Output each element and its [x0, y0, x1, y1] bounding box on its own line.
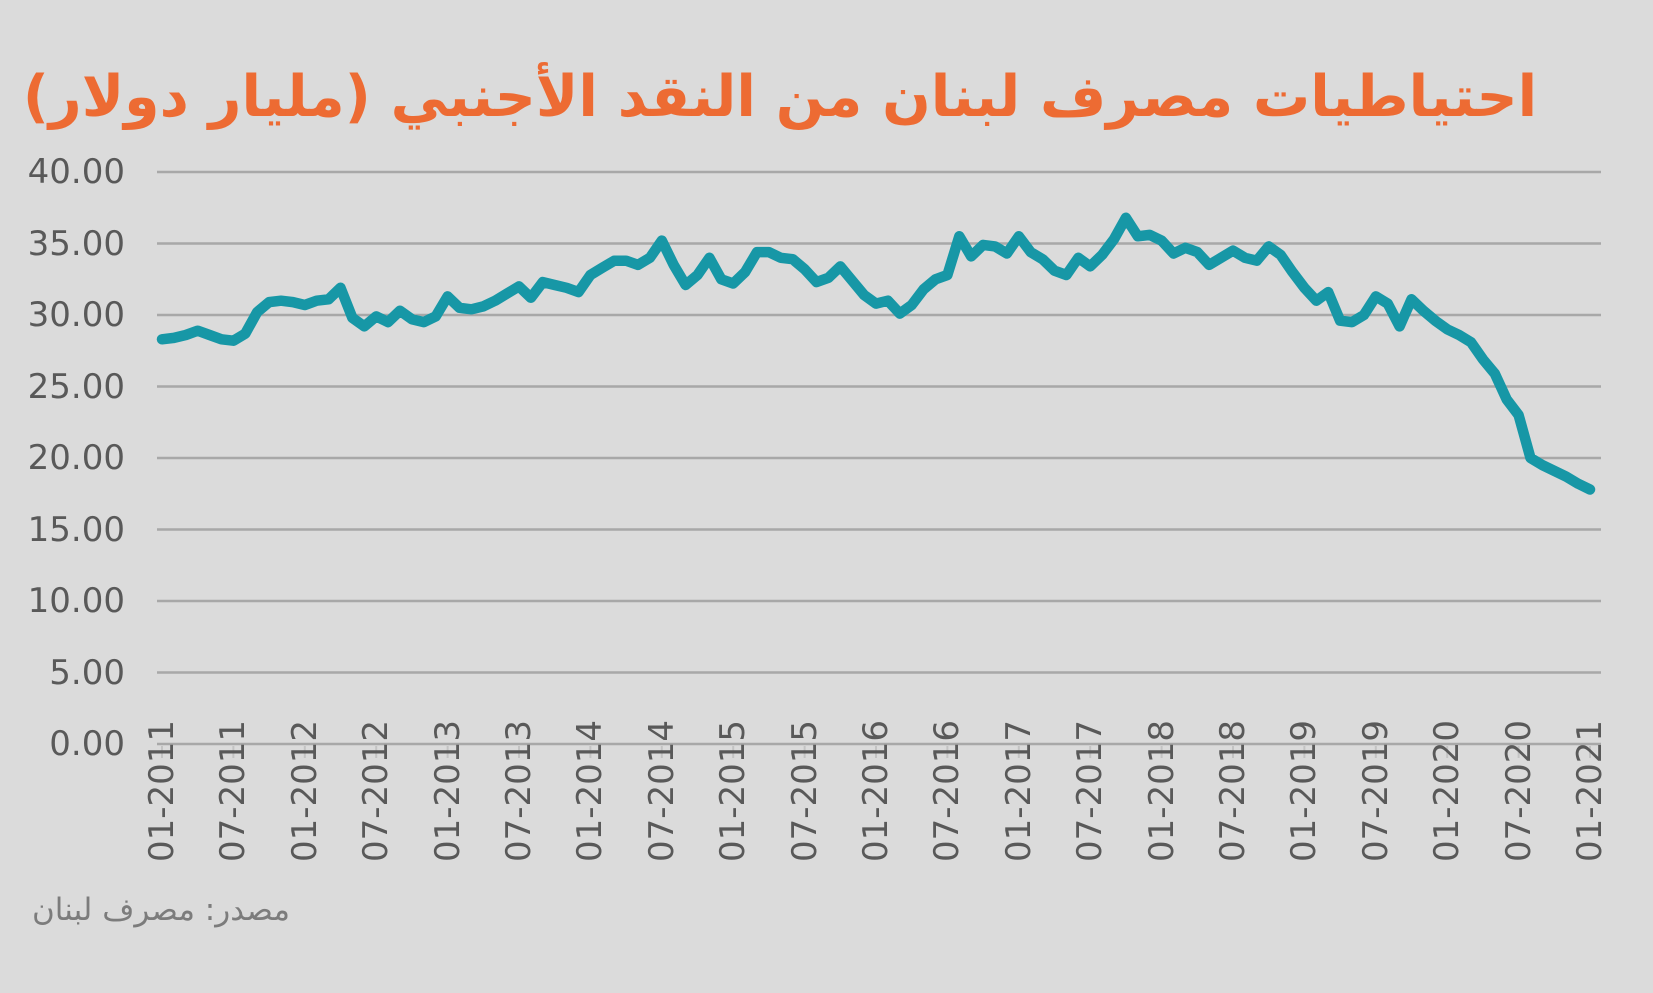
x-axis-label: 07-2011 — [213, 719, 254, 862]
x-axis-label: 07-2020 — [1498, 719, 1539, 862]
y-axis-label: 10.00 — [27, 581, 125, 621]
y-axis-label: 40.00 — [27, 152, 125, 192]
x-axis-label: 01-2019 — [1284, 719, 1325, 862]
x-axis-label: 07-2016 — [927, 719, 968, 862]
chart-title: احتياطيات مصرف لبنان من النقد الأجنبي (م… — [22, 64, 1538, 131]
x-axis-label: 01-2021 — [1570, 719, 1610, 862]
y-axis-label: 20.00 — [27, 438, 125, 478]
x-axis-label: 01-2016 — [856, 719, 896, 862]
x-axis-label: 01-2013 — [427, 719, 468, 862]
x-axis-label: 07-2017 — [1070, 719, 1111, 862]
x-axis-label: 07-2014 — [641, 719, 682, 862]
x-axis-label: 01-2018 — [1141, 719, 1182, 862]
y-axis-label: 5.00 — [49, 652, 125, 693]
x-axis-label: 07-2012 — [356, 719, 397, 862]
x-axis-label: 01-2011 — [142, 719, 182, 862]
reserves-line-series — [156, 212, 1596, 495]
x-axis-label: 01-2015 — [713, 719, 754, 862]
x-axis-label: 01-2012 — [284, 719, 325, 862]
x-axis-label: 01-2020 — [1427, 719, 1468, 862]
x-axis-label: 07-2015 — [784, 719, 825, 862]
y-axis-label: 15.00 — [27, 509, 125, 550]
x-axis-label: 07-2013 — [499, 719, 539, 862]
x-axis-label: 07-2018 — [1213, 719, 1253, 862]
y-axis-label: 0.00 — [49, 724, 125, 764]
x-axis-label: 01-2017 — [998, 719, 1039, 862]
y-axis-label: 25.00 — [27, 366, 125, 407]
x-axis-label: 07-2019 — [1355, 719, 1396, 862]
x-axis-label: 01-2014 — [570, 719, 611, 862]
source-label: مصدر: مصرف لبنان — [32, 892, 290, 928]
y-axis-label: 35.00 — [27, 223, 125, 264]
y-axis-label: 30.00 — [27, 295, 125, 335]
